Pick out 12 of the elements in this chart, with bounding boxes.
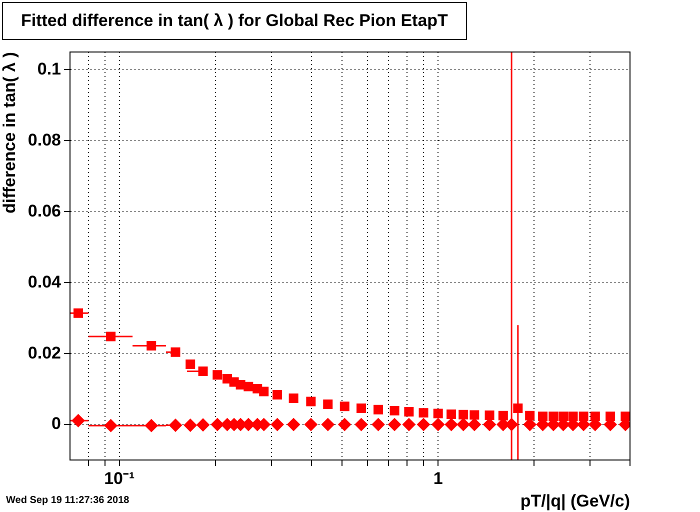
y-tick-label: 0.02 [28,343,61,362]
text: Wed Sep 19 11:27:36 2018 [6,495,130,506]
x-tick-label: 1 [433,468,443,488]
x-axis-title: pT/|q| (GeV/c) [520,491,630,510]
chart-title: Fitted difference in tan( λ ) for Global Rec Pion EtapT [2,2,467,40]
y-tick-label: 0 [52,414,61,434]
y-axis-title: difference in tan( λ ) [0,52,19,214]
y-tick-label: 0.06 [28,201,61,220]
y-tick-label: 0.1 [37,59,61,78]
y-tick-label: 0.04 [28,272,62,292]
y-tick-label: 0.08 [28,130,61,150]
x-tick-label: 10⁻¹ [104,468,135,488]
